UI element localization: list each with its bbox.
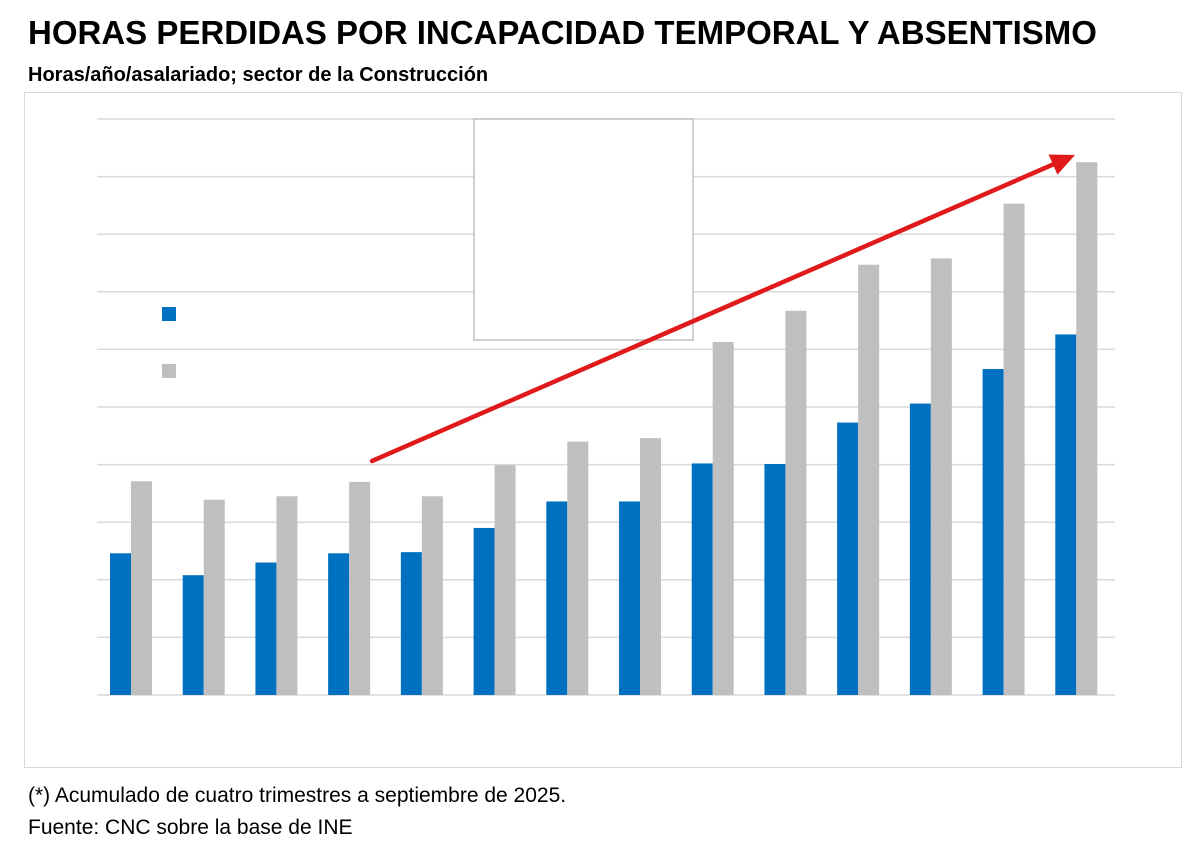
trend-arrow-head: [1048, 154, 1075, 175]
trend-arrow-line: [369, 158, 1064, 464]
bar-series1: [473, 527, 495, 695]
bar-series2: [276, 496, 298, 695]
bar-series1: [982, 368, 1004, 695]
bar-series2: [421, 496, 443, 695]
bar-series1: [546, 501, 568, 695]
bar-series2: [349, 481, 371, 695]
bar-series2: [712, 341, 734, 695]
bar-series1: [182, 575, 204, 695]
bar-series1: [110, 553, 131, 695]
bar-series2: [785, 310, 807, 695]
legend-marker-series2: [162, 364, 176, 378]
bar-series2: [1003, 203, 1025, 695]
bar-chart: [97, 118, 1115, 696]
bar-series1: [619, 501, 640, 695]
source-note: Fuente: CNC sobre la base de INE: [28, 816, 353, 839]
legend-marker-series1: [162, 307, 176, 321]
bar-series1: [328, 553, 350, 695]
bar-series2: [131, 481, 152, 695]
bar-series1: [691, 463, 713, 695]
bar-series2: [640, 438, 661, 695]
bar-series2: [567, 441, 589, 695]
bar-series2: [1076, 162, 1098, 695]
bar-series1: [400, 552, 422, 695]
footnote: (*) Acumulado de cuatro trimestres a sep…: [28, 784, 567, 807]
bar-series1: [1055, 334, 1077, 695]
bar-series2: [858, 264, 880, 695]
chart-title: HORAS PERDIDAS POR INCAPACIDAD TEMPORAL …: [28, 14, 1097, 51]
bar-series2: [930, 258, 952, 695]
bar-series1: [255, 562, 277, 695]
bar-series2: [203, 499, 225, 695]
bar-series1: [909, 403, 931, 695]
bar-series2: [494, 465, 516, 695]
chart-subtitle: Horas/año/asalariado; sector de la Const…: [28, 64, 489, 86]
overlay-box: [473, 118, 694, 341]
chart-area: [24, 92, 1182, 768]
bar-series1: [837, 422, 859, 695]
bar-series1: [764, 464, 786, 695]
